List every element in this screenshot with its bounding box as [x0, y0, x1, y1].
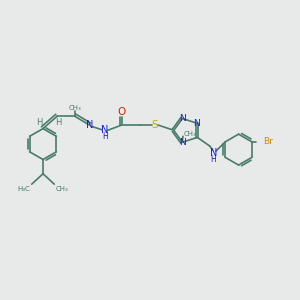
Text: N: N — [101, 125, 109, 135]
Text: CH₃: CH₃ — [184, 131, 197, 137]
Text: S: S — [152, 120, 158, 130]
Text: H: H — [36, 118, 43, 127]
Text: N: N — [193, 118, 200, 127]
Text: O: O — [118, 107, 126, 117]
Text: N: N — [210, 148, 217, 158]
Text: H₃C: H₃C — [17, 186, 30, 192]
Text: N: N — [179, 114, 186, 123]
Text: H: H — [56, 118, 62, 127]
Text: N: N — [179, 138, 186, 147]
Text: H: H — [210, 154, 216, 164]
Text: CH₃: CH₃ — [68, 105, 81, 111]
Text: CH₃: CH₃ — [56, 186, 68, 192]
Text: N: N — [86, 120, 93, 130]
Text: H: H — [103, 132, 108, 141]
Text: Br: Br — [263, 137, 273, 146]
